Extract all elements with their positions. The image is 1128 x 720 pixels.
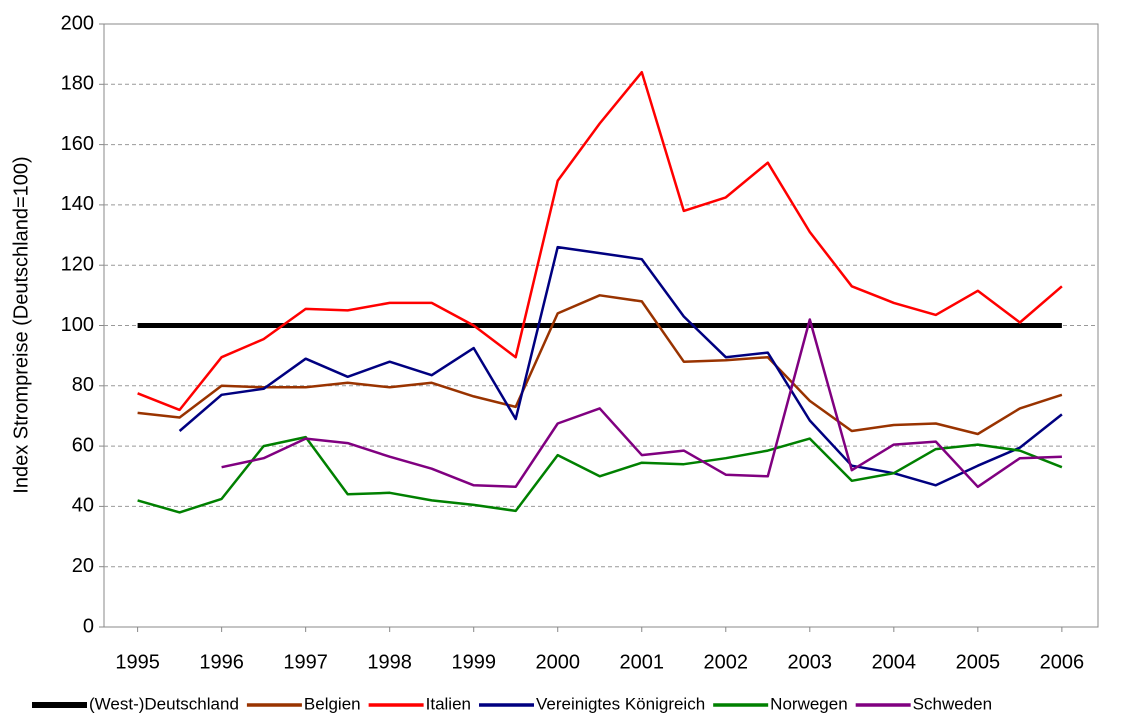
- x-tick-label: 2001: [620, 651, 665, 673]
- x-tick-label: 2003: [788, 651, 833, 673]
- legend-label: Belgien: [304, 694, 361, 713]
- series-line: [221, 318, 1062, 489]
- x-tick-label: 2005: [956, 651, 1001, 673]
- y-tick-label: 80: [72, 374, 94, 396]
- legend-label: Norwegen: [770, 694, 848, 713]
- y-axis-label: Index Strompreise (Deutschland=100): [10, 156, 32, 493]
- x-tick-label: 2004: [872, 651, 917, 673]
- y-tick-label: 0: [83, 615, 94, 637]
- legend-label: (West-)Deutschland: [89, 694, 239, 713]
- x-tick-label: 1996: [199, 651, 244, 673]
- legend-label: Schweden: [913, 694, 992, 713]
- x-tick-label: 2000: [535, 651, 580, 673]
- y-tick-label: 160: [61, 133, 94, 155]
- y-tick-label: 120: [61, 253, 94, 275]
- y-tick-label: 20: [72, 555, 94, 577]
- x-tick-label: 1997: [283, 651, 328, 673]
- x-tick-label: 1995: [115, 651, 160, 673]
- y-tick-label: 200: [61, 12, 94, 34]
- y-tick-label: 140: [61, 193, 94, 215]
- y-tick-label: 180: [61, 73, 94, 95]
- x-tick-label: 2002: [704, 651, 749, 673]
- x-tick-label: 2006: [1040, 651, 1085, 673]
- y-tick-label: 100: [61, 314, 94, 336]
- series-line: [178, 245, 1063, 487]
- x-tick-label: 1998: [367, 651, 412, 673]
- series-line: [137, 294, 1063, 436]
- series-line: [137, 70, 1063, 412]
- y-tick-label: 40: [72, 495, 94, 517]
- x-tick-label: 1999: [451, 651, 496, 673]
- y-tick-label: 60: [72, 434, 94, 456]
- series-line: [137, 435, 1063, 514]
- legend-label: Italien: [426, 694, 471, 713]
- legend-label: Vereinigtes Königreich: [536, 694, 705, 713]
